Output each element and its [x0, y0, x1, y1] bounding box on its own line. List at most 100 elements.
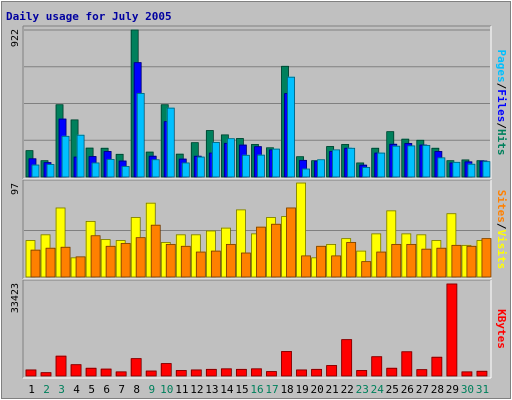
bar-kbytes-day-16 [250, 368, 262, 377]
bar-fill [116, 371, 127, 376]
bar-kbytes-day-28 [431, 356, 443, 377]
bar-sites-day-10 [165, 243, 176, 278]
bar-outline [341, 339, 353, 377]
bar-outline [422, 145, 431, 178]
bar-outline [251, 368, 262, 377]
bar-outline [317, 159, 326, 178]
bar-outline [55, 355, 67, 377]
bar-fill [47, 164, 55, 177]
bar-outline [391, 244, 402, 278]
bar-kbytes-day-11 [175, 369, 187, 377]
bar-kbytes-day-20 [311, 368, 323, 377]
bar-sites-day-6 [105, 245, 116, 278]
bar-fill [91, 235, 101, 277]
legend-entry: Pages [495, 50, 508, 83]
bar-fill [236, 209, 246, 277]
bar-kbytes-day-25 [386, 367, 398, 377]
bar-sites-day-14 [225, 243, 236, 278]
x-label-day-16: 16 [250, 383, 263, 396]
bar-fill [346, 242, 356, 277]
bar-outline [160, 363, 172, 377]
bar-outline [346, 242, 357, 278]
bar-outline [272, 148, 280, 178]
bar-kbytes-day-24 [371, 356, 383, 377]
bar-fill [242, 155, 250, 177]
bar-fill [257, 155, 265, 177]
bar-fill [286, 207, 296, 277]
bar-outline [45, 247, 56, 278]
bar-fill [107, 159, 115, 177]
bar-outline [85, 367, 97, 377]
bar-fill [101, 369, 112, 376]
bar-sites-day-17 [271, 223, 281, 278]
bar-fill [241, 253, 251, 277]
x-label-day-29: 29 [446, 383, 459, 396]
bar-fill [61, 247, 71, 277]
bar-sites-day-16 [255, 226, 266, 278]
bar-sites-day-26 [406, 243, 417, 278]
bar-fill [422, 145, 430, 177]
bar-outline [287, 76, 295, 178]
bar-sites-day-15 [240, 252, 251, 278]
bar-outline [392, 145, 401, 178]
bar-outline [466, 245, 477, 278]
bar-kbytes-day-9 [145, 370, 157, 377]
x-label-day-2: 2 [43, 383, 50, 396]
bar-fill [436, 248, 446, 277]
bar-outline [236, 368, 247, 377]
bar-kbytes-day-19 [296, 369, 307, 377]
bar-outline [46, 164, 55, 178]
bar-fill [92, 162, 100, 177]
bar-outline [467, 163, 476, 178]
bar-sites-day-7 [120, 242, 131, 278]
bar-pages-day-2 [46, 164, 55, 178]
x-label-day-26: 26 [401, 383, 414, 396]
bar-fill [482, 161, 490, 177]
x-label-day-20: 20 [311, 383, 324, 396]
bar-outline [376, 251, 387, 278]
bar-kbytes-day-23 [356, 369, 368, 377]
bar-fill [191, 369, 202, 376]
bar-pages-day-17 [272, 148, 280, 178]
legend-hits_files_pages: Pages/Files/Hits [495, 50, 508, 156]
bar-fill [461, 371, 472, 376]
bar-pages-day-3 [61, 135, 70, 178]
x-axis-day-labels: 1 2 3 4 5 6 7 8 9 10 11 12 13 14 15 16 17 18 19 20 21 22 23 24 2… [28, 383, 489, 396]
bar-fill [211, 251, 221, 277]
x-label-day-28: 28 [431, 383, 444, 396]
bar-fill [251, 368, 262, 376]
bar-fill [421, 249, 431, 277]
bar-outline [70, 364, 82, 377]
bar-pages-day-27 [422, 144, 431, 178]
bar-outline [60, 246, 71, 278]
bar-kbytes-day-18 [281, 351, 292, 377]
bar-fill [451, 245, 461, 277]
panel-visits_sites: 97 Sites/Visits [10, 179, 508, 280]
bar-fill [76, 256, 86, 277]
bar-outline [226, 244, 236, 278]
bar-outline [242, 154, 250, 178]
legend-entry: / [495, 122, 508, 129]
bar-outline [377, 152, 386, 178]
bar-fill [371, 356, 382, 376]
bar-outline [166, 107, 175, 178]
bar-kbytes-day-10 [160, 363, 172, 377]
x-label-day-9: 9 [148, 383, 155, 396]
bar-outline [257, 154, 265, 178]
bar-sites-day-19 [301, 255, 311, 278]
bar-pages-day-15 [241, 154, 250, 178]
bar-fill [347, 148, 355, 177]
bar-fill [197, 157, 205, 177]
bar-fill [362, 167, 370, 177]
bar-sites-day-9 [150, 224, 161, 278]
bar-fill [121, 243, 131, 277]
bar-outline [165, 244, 176, 278]
bar-outline [76, 134, 85, 178]
bar-fill [296, 183, 306, 277]
bar-outline [452, 161, 461, 178]
bar-fill [452, 162, 460, 177]
